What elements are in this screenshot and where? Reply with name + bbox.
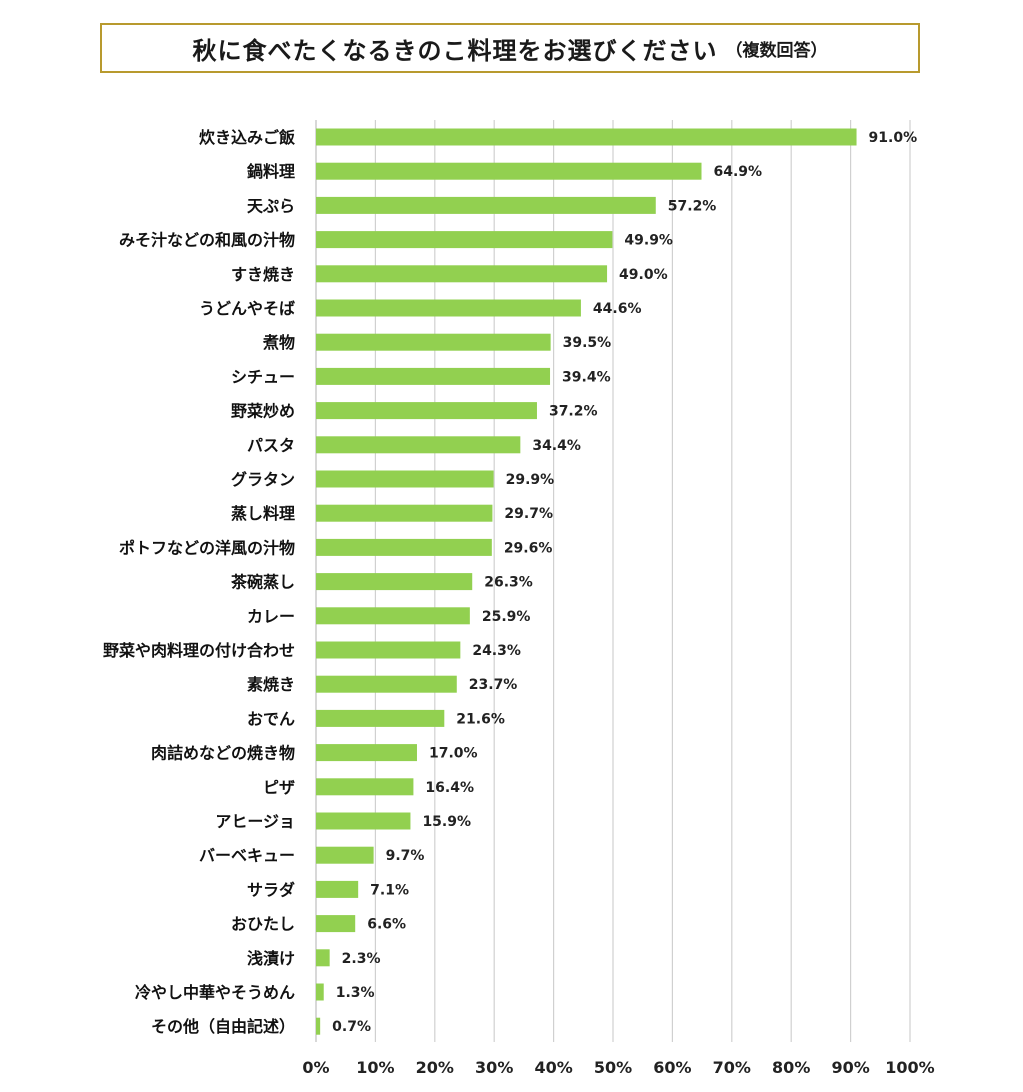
bar <box>316 641 461 659</box>
data-label: 23.7% <box>469 677 518 693</box>
bar <box>316 675 457 693</box>
data-label: 26.3% <box>484 575 533 591</box>
category-label: うどんやそば <box>199 299 295 318</box>
x-tick-label: 30% <box>475 1058 513 1077</box>
data-label: 29.6% <box>504 540 553 556</box>
bar <box>316 265 608 283</box>
category-label: 野菜炒め <box>231 402 295 421</box>
data-label: 9.7% <box>386 848 425 864</box>
x-tick-label: 90% <box>831 1058 869 1077</box>
category-label: 茶碗蒸し <box>230 573 295 592</box>
x-tick-label: 50% <box>594 1058 632 1077</box>
category-label: ポトフなどの洋風の汁物 <box>119 538 295 557</box>
category-label: 素焼き <box>247 675 295 694</box>
data-label: 37.2% <box>549 404 598 420</box>
data-label: 17.0% <box>429 746 478 762</box>
chart-subtitle: （複数回答） <box>725 40 828 61</box>
data-label: 6.6% <box>367 917 406 933</box>
bar <box>316 573 473 591</box>
bar <box>316 196 656 214</box>
category-label: 鍋料理 <box>247 162 295 181</box>
chart-title-box: 秋に食べたくなるきのこ料理をお選びください （複数回答） <box>100 23 920 73</box>
bar <box>316 1017 321 1035</box>
bar <box>316 983 324 1001</box>
bar <box>316 778 414 796</box>
x-tick-label: 40% <box>534 1058 572 1077</box>
bar <box>316 333 551 351</box>
bar <box>316 538 492 556</box>
data-label: 39.5% <box>563 335 612 351</box>
category-label: シチュー <box>231 367 295 386</box>
bar <box>316 880 359 898</box>
data-label: 64.9% <box>714 164 763 180</box>
category-label: おでん <box>247 709 295 728</box>
data-label: 16.4% <box>425 780 474 796</box>
category-label: バーベキュー <box>199 846 295 865</box>
bar <box>316 367 551 385</box>
data-label: 91.0% <box>869 130 918 146</box>
data-label: 49.9% <box>624 233 673 249</box>
bar <box>316 470 494 488</box>
category-label: ピザ <box>263 778 295 797</box>
category-label: 野菜や肉料理の付け合わせ <box>103 641 295 660</box>
category-label: すき焼き <box>231 265 295 284</box>
bar <box>316 846 374 864</box>
chart-title: 秋に食べたくなるきのこ料理をお選びください <box>192 36 718 65</box>
category-label: 炊き込みご飯 <box>199 128 295 147</box>
data-label: 24.3% <box>472 643 521 659</box>
bar <box>316 709 445 727</box>
category-label: 蒸し料理 <box>231 504 295 523</box>
bar <box>316 436 521 454</box>
category-label: サラダ <box>247 880 295 899</box>
x-tick-label: 70% <box>713 1058 751 1077</box>
category-label: 肉詰めなどの焼き物 <box>151 744 295 763</box>
category-label: 煮物 <box>262 333 295 352</box>
data-label: 57.2% <box>668 198 717 214</box>
data-label: 15.9% <box>422 814 471 830</box>
data-label: 25.9% <box>482 609 531 625</box>
bar <box>316 162 702 180</box>
x-tick-label: 10% <box>356 1058 394 1077</box>
data-label: 7.1% <box>370 882 409 898</box>
bar <box>316 128 857 146</box>
x-tick-label: 0% <box>302 1058 329 1077</box>
bar <box>316 402 537 420</box>
data-label: 49.0% <box>619 267 668 283</box>
bar <box>316 812 411 830</box>
category-label: 浅漬け <box>247 949 295 968</box>
bar <box>316 504 493 522</box>
bar <box>316 607 470 625</box>
bar <box>316 299 581 317</box>
data-label: 1.3% <box>336 985 375 1001</box>
category-label: その他（自由記述） <box>151 1017 295 1036</box>
category-label: カレー <box>247 607 295 626</box>
x-tick-label: 80% <box>772 1058 810 1077</box>
category-label: パスタ <box>247 436 295 455</box>
data-label: 21.6% <box>456 711 505 727</box>
data-label: 2.3% <box>342 951 381 967</box>
data-label: 29.9% <box>506 472 555 488</box>
category-label: グラタン <box>231 470 295 489</box>
x-tick-label: 20% <box>416 1058 454 1077</box>
category-label: 天ぷら <box>247 196 295 215</box>
bar <box>316 949 330 967</box>
x-tick-label: 100% <box>885 1058 934 1077</box>
data-label: 29.7% <box>504 506 553 522</box>
category-label: おひたし <box>231 915 295 934</box>
bar <box>316 744 417 762</box>
data-label: 44.6% <box>593 301 642 317</box>
bar <box>316 915 356 933</box>
x-tick-label: 60% <box>653 1058 691 1077</box>
bar <box>316 231 613 249</box>
category-label: アヒージョ <box>215 812 295 831</box>
data-label: 34.4% <box>532 438 581 454</box>
data-label: 0.7% <box>332 1019 371 1035</box>
data-label: 39.4% <box>562 369 611 385</box>
category-label: みそ汁などの和風の汁物 <box>119 231 295 250</box>
category-label: 冷やし中華やそうめん <box>135 983 295 1002</box>
